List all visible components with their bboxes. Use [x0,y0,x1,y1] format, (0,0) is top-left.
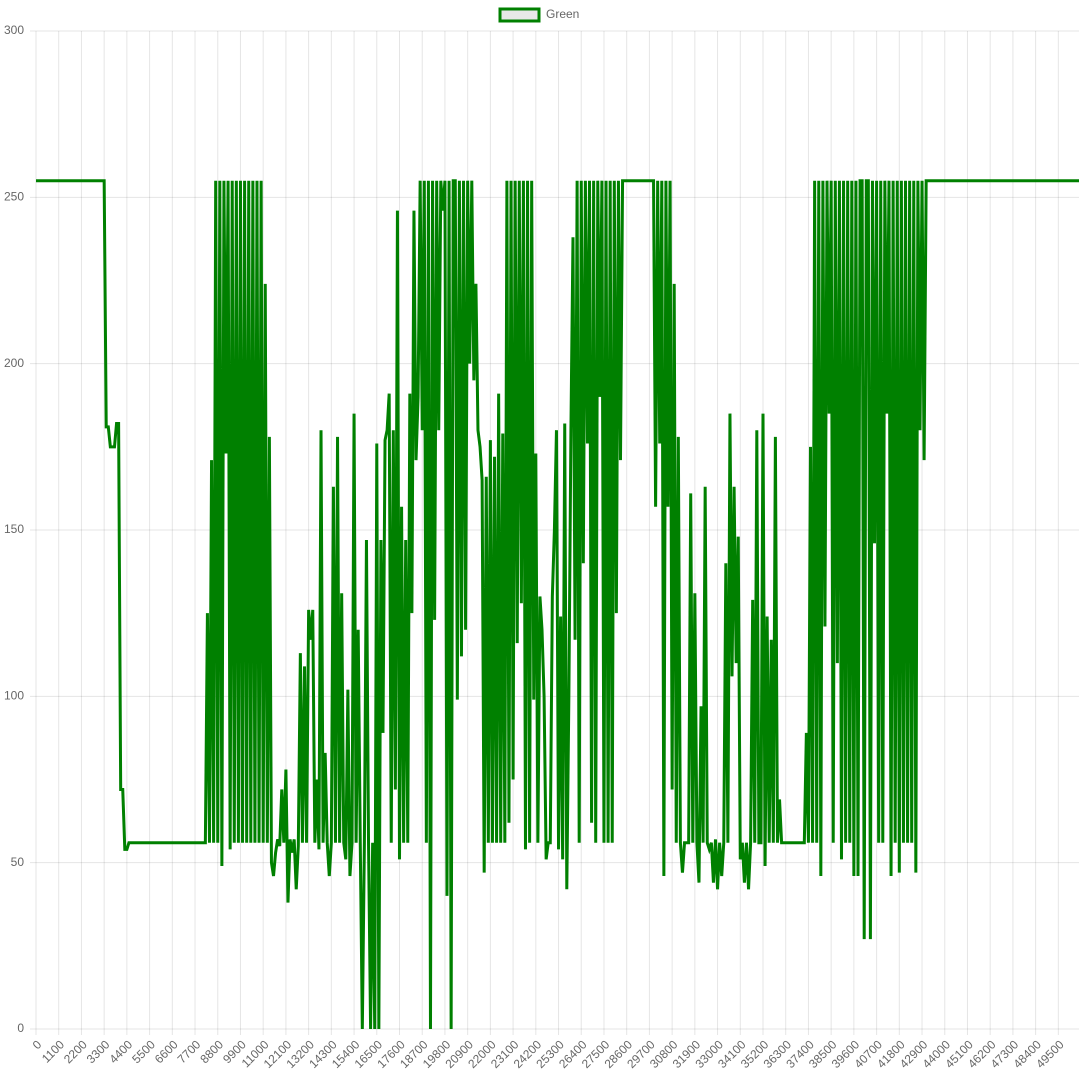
y-tick-label: 50 [11,855,25,869]
x-tick-label: 2200 [61,1037,90,1066]
legend-label: Green [546,7,579,21]
x-tick-label: 8800 [197,1037,226,1066]
x-tick-label: 0 [30,1037,45,1052]
x-tick-label: 7700 [175,1037,204,1066]
x-tick-label: 3300 [84,1037,113,1066]
data-line [36,179,1079,1030]
y-tick-label: 100 [4,689,24,703]
y-tick-label: 200 [4,356,24,370]
x-tick-label: 5500 [129,1037,158,1066]
legend-swatch [498,7,541,23]
y-tick-label: 300 [4,23,24,37]
x-tick-label: 6600 [152,1037,181,1066]
y-tick-label: 150 [4,522,24,536]
y-tick-label: 250 [4,190,24,204]
y-tick-label: 0 [17,1021,24,1035]
x-tick-label: 4400 [106,1037,135,1066]
x-tick-label: 1100 [39,1037,67,1065]
